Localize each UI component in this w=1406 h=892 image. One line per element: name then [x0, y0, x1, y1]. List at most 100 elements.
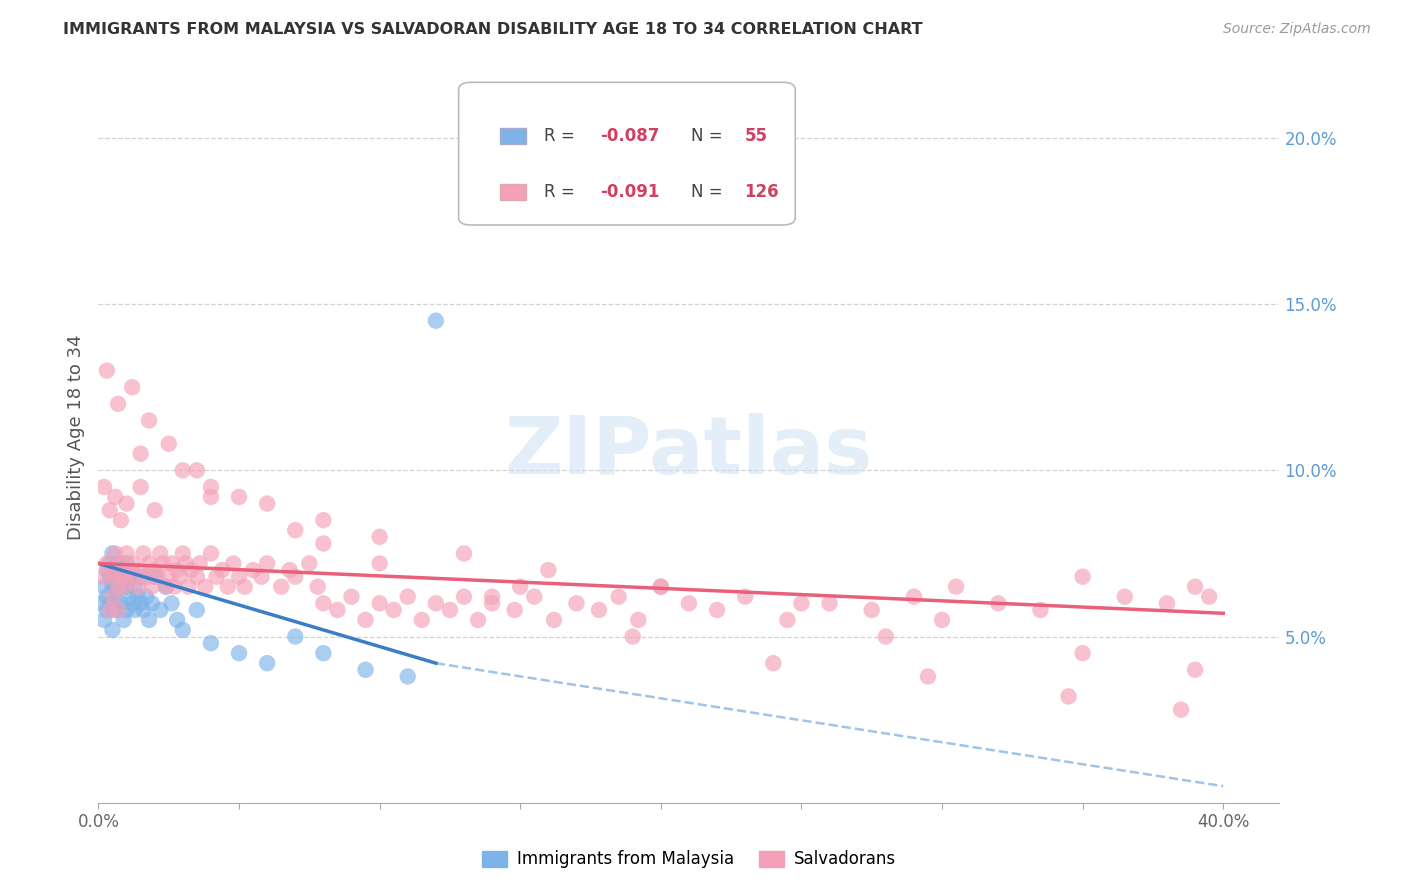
Point [118, 570, 141, 584]
Point [875, 630, 897, 644]
Point [228, 646, 250, 660]
Point [188, 557, 211, 571]
Point [256, 497, 278, 511]
Point [96, 603, 118, 617]
Point [143, 570, 166, 584]
Point [340, 590, 363, 604]
Text: 126: 126 [744, 183, 779, 201]
FancyBboxPatch shape [501, 128, 526, 144]
Point [98, 570, 121, 584]
Point [124, 570, 146, 584]
Point [543, 613, 565, 627]
Point [152, 557, 174, 571]
Text: 55: 55 [744, 127, 768, 145]
Point [396, 669, 419, 683]
Point [107, 603, 129, 617]
Point [98, 603, 121, 617]
Point [509, 580, 531, 594]
Point [104, 596, 127, 610]
Point [186, 463, 208, 477]
Point [107, 580, 129, 594]
FancyBboxPatch shape [501, 184, 526, 200]
Point [523, 590, 546, 604]
Point [200, 490, 222, 504]
Point [132, 603, 155, 617]
Point [141, 580, 163, 594]
Point [186, 570, 208, 584]
Point [790, 596, 813, 610]
Point [101, 590, 124, 604]
Point [734, 590, 756, 604]
Point [256, 557, 278, 571]
Point [396, 590, 419, 604]
Point [222, 557, 245, 571]
Point [284, 523, 307, 537]
Point [180, 563, 202, 577]
Text: Source: ZipAtlas.com: Source: ZipAtlas.com [1223, 22, 1371, 37]
Point [368, 557, 391, 571]
Point [467, 613, 489, 627]
Point [439, 603, 461, 617]
Point [1057, 690, 1080, 704]
Point [132, 546, 155, 560]
Point [115, 570, 138, 584]
Point [368, 596, 391, 610]
Point [93, 570, 115, 584]
Point [107, 557, 129, 571]
Point [233, 580, 256, 594]
Point [411, 613, 433, 627]
Point [903, 590, 925, 604]
Point [228, 570, 250, 584]
Point [1071, 646, 1094, 660]
Point [110, 570, 132, 584]
Y-axis label: Disability Age 18 to 34: Disability Age 18 to 34 [66, 334, 84, 540]
Point [194, 580, 217, 594]
Point [284, 570, 307, 584]
Point [129, 447, 152, 461]
Point [104, 582, 127, 597]
Point [90, 596, 112, 610]
Point [166, 563, 188, 577]
Point [127, 580, 149, 594]
Point [110, 596, 132, 610]
Point [607, 590, 630, 604]
Point [115, 580, 138, 594]
Point [96, 590, 118, 604]
Point [200, 480, 222, 494]
Point [93, 613, 115, 627]
Point [706, 603, 728, 617]
Point [98, 596, 121, 610]
Point [157, 570, 180, 584]
Point [107, 603, 129, 617]
Point [1029, 603, 1052, 617]
Point [118, 590, 141, 604]
Point [129, 563, 152, 577]
FancyBboxPatch shape [458, 82, 796, 225]
Point [621, 630, 644, 644]
Point [312, 513, 335, 527]
Point [107, 570, 129, 584]
Point [129, 596, 152, 610]
Point [112, 580, 135, 594]
Point [284, 630, 307, 644]
Point [146, 570, 169, 584]
Point [110, 580, 132, 594]
Point [110, 557, 132, 571]
Text: IMMIGRANTS FROM MALAYSIA VS SALVADORAN DISABILITY AGE 18 TO 34 CORRELATION CHART: IMMIGRANTS FROM MALAYSIA VS SALVADORAN D… [63, 22, 922, 37]
Point [172, 623, 194, 637]
Point [354, 613, 377, 627]
Point [453, 546, 475, 560]
Point [129, 480, 152, 494]
Point [650, 580, 672, 594]
Point [155, 580, 177, 594]
Point [205, 570, 228, 584]
Point [565, 596, 588, 610]
Point [256, 656, 278, 670]
Point [93, 580, 115, 594]
Point [138, 613, 160, 627]
Point [93, 480, 115, 494]
Point [312, 536, 335, 550]
Point [382, 603, 405, 617]
Point [425, 596, 447, 610]
Point [818, 596, 841, 610]
